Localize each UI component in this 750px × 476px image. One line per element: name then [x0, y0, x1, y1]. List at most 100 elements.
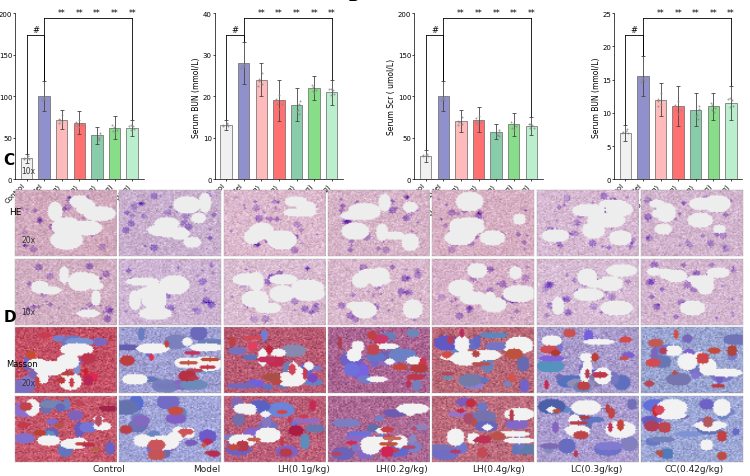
Text: **: ** [292, 10, 301, 19]
Text: **: ** [275, 10, 283, 19]
Bar [127, 129, 138, 180]
Point [634, 79, 646, 86]
Bar [638, 77, 649, 180]
Point [637, 75, 649, 82]
Point [272, 106, 284, 113]
Y-axis label: Serum BUN (mmol/L): Serum BUN (mmol/L) [193, 57, 202, 137]
Point [53, 116, 65, 124]
Point [506, 119, 518, 127]
Point [38, 96, 50, 103]
Text: Masson: Masson [6, 360, 38, 368]
Point [37, 96, 49, 103]
Point [672, 98, 684, 106]
Point [669, 101, 681, 109]
Point [452, 118, 464, 126]
Point [23, 156, 35, 163]
Text: 10x: 10x [21, 307, 35, 316]
Point [420, 152, 432, 159]
Point [236, 63, 248, 71]
Point [94, 130, 106, 138]
Point [21, 154, 33, 162]
Text: LH(0.1g/kg): LH(0.1g/kg) [278, 464, 330, 473]
Point [620, 128, 632, 136]
Point [38, 94, 50, 102]
Point [438, 96, 450, 103]
Bar [725, 104, 736, 180]
Text: LH(0.2g/kg): LH(0.2g/kg) [375, 464, 427, 473]
Point [71, 122, 83, 129]
Point [73, 124, 85, 132]
Point [127, 123, 139, 131]
Point [271, 101, 283, 109]
Point [492, 131, 504, 139]
Text: 20x: 20x [21, 379, 35, 387]
Point [291, 108, 303, 115]
Text: HE: HE [9, 208, 21, 216]
Point [493, 133, 505, 140]
Point [326, 87, 338, 95]
Point [724, 104, 736, 111]
Point [510, 123, 522, 131]
Text: **: ** [674, 10, 682, 19]
Bar [109, 129, 120, 180]
Point [253, 83, 265, 91]
Text: **: ** [93, 10, 100, 19]
Bar [437, 97, 449, 180]
Text: #: # [631, 26, 638, 34]
Point [36, 97, 48, 105]
Point [328, 91, 340, 99]
Point [655, 101, 667, 109]
Point [74, 117, 86, 124]
Point [221, 120, 233, 128]
Point [109, 130, 121, 138]
Point [528, 125, 540, 132]
Point [455, 121, 467, 129]
Bar [526, 127, 537, 180]
Point [76, 122, 88, 129]
Point [217, 122, 229, 130]
Point [675, 107, 687, 114]
Point [472, 113, 484, 121]
Point [436, 96, 448, 103]
Point [270, 96, 282, 103]
Bar [326, 93, 338, 180]
Point [56, 112, 68, 120]
Point [508, 127, 520, 134]
Bar [238, 64, 250, 180]
Point [472, 121, 484, 129]
Point [325, 92, 337, 99]
Point [453, 119, 465, 127]
Point [306, 82, 318, 90]
Y-axis label: Serum Scr ( umol/L): Serum Scr ( umol/L) [388, 59, 397, 135]
Text: LC(0.3g/kg): LC(0.3g/kg) [570, 464, 622, 473]
Point [417, 153, 429, 161]
Text: **: ** [76, 10, 83, 19]
Bar [21, 159, 32, 180]
Point [422, 153, 434, 161]
Point [437, 94, 449, 102]
Point [108, 124, 120, 132]
Point [293, 98, 305, 105]
Text: **: ** [510, 10, 518, 19]
Point [435, 97, 447, 105]
Point [323, 86, 335, 93]
Point [293, 100, 305, 108]
Point [692, 116, 704, 123]
Point [728, 103, 740, 110]
Bar [38, 97, 50, 180]
Text: D: D [4, 309, 16, 324]
Point [292, 107, 304, 115]
Text: **: ** [257, 10, 265, 19]
Point [507, 121, 519, 129]
Point [124, 122, 136, 130]
Point [310, 87, 322, 94]
Point [217, 121, 229, 129]
Bar [707, 107, 719, 180]
Text: **: ** [657, 10, 664, 19]
Point [690, 113, 702, 120]
Point [455, 114, 467, 121]
Point [637, 77, 649, 84]
Point [726, 97, 738, 105]
Text: **: ** [111, 10, 118, 19]
Point [493, 127, 505, 135]
